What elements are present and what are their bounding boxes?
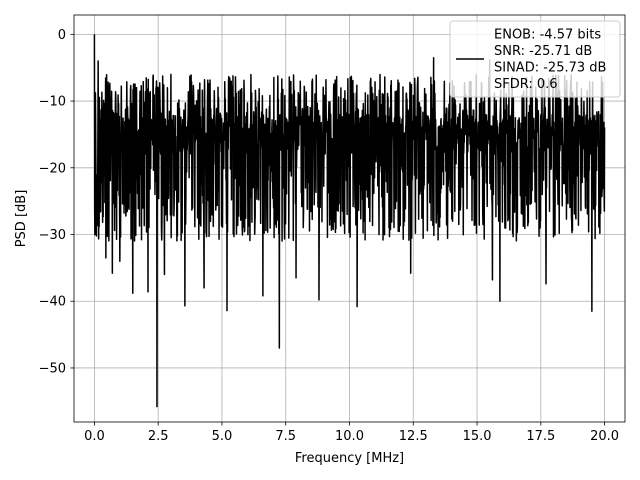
y-tick-label: −50 [39,361,66,376]
x-tick-label: 17.5 [526,429,555,444]
x-tick-label: 10.0 [335,429,364,444]
legend-entry-text: SNR: -25.71 dB [494,44,592,59]
x-axis-label: Frequency [MHz] [295,451,404,466]
y-tick-label: −20 [39,161,66,176]
y-tick-label: −30 [39,228,66,243]
x-tick-label: 20.0 [590,429,619,444]
legend-entry-text: SINAD: -25.73 dB [494,61,606,76]
y-tick-label: 0 [58,28,66,43]
x-tick-label: 5.0 [212,429,233,444]
x-tick-label: 2.5 [148,429,169,444]
x-axis-ticks: 0.0 2.5 5.0 7.5 10.0 12.5 15.0 17.5 20.0 [84,422,619,444]
x-tick-label: 7.5 [275,429,296,444]
y-tick-label: −10 [39,95,66,110]
legend-box [449,20,621,98]
x-tick-label: 15.0 [463,429,492,444]
legend-entry-text: ENOB: -4.57 bits [494,28,601,43]
x-tick-label: 0.0 [84,429,105,444]
y-tick-label: −40 [39,295,66,310]
y-axis-ticks: 0 −10 −20 −30 −40 −50 [39,28,74,376]
series-layer [93,34,606,408]
psd-line [93,34,606,408]
legend-entry-text: SFDR: 0.6 [494,77,558,92]
y-axis-label: PSD [dB] [14,190,29,248]
x-tick-label: 12.5 [399,429,428,444]
